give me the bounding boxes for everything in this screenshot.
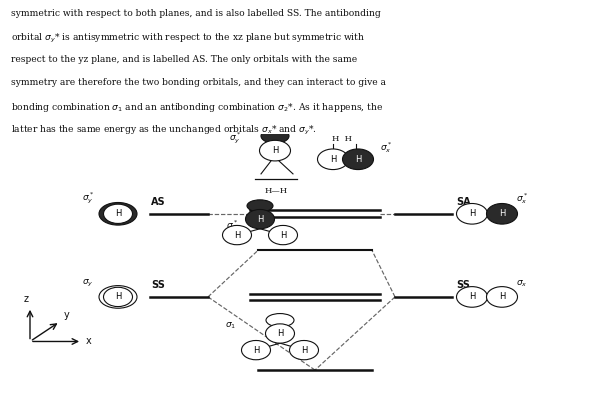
Circle shape (241, 340, 271, 360)
Circle shape (457, 204, 487, 224)
Ellipse shape (99, 286, 137, 308)
Text: $\sigma_y$: $\sigma_y$ (82, 278, 94, 289)
Text: $\sigma_y^*$: $\sigma_y^*$ (229, 131, 241, 146)
Ellipse shape (266, 314, 294, 327)
Text: H: H (469, 292, 475, 302)
Text: AS: AS (151, 197, 166, 207)
Text: H: H (277, 329, 283, 338)
Circle shape (245, 210, 275, 229)
Circle shape (269, 226, 298, 245)
Text: SA: SA (456, 197, 470, 207)
Text: H: H (257, 215, 263, 224)
Circle shape (487, 287, 517, 307)
Ellipse shape (261, 129, 289, 143)
Circle shape (290, 340, 319, 360)
Circle shape (487, 204, 517, 224)
Text: H: H (234, 230, 240, 240)
Text: respect to the yz plane, and is labelled AS. The only orbitals with the same: respect to the yz plane, and is labelled… (11, 55, 357, 64)
Text: $\sigma_y^*$: $\sigma_y^*$ (82, 190, 94, 206)
Text: latter has the same energy as the unchanged orbitals $\sigma_x$* and $\sigma_y$*: latter has the same energy as the unchan… (11, 124, 317, 137)
Text: H: H (499, 209, 505, 218)
Text: $\sigma_2^*$: $\sigma_2^*$ (226, 218, 238, 233)
Text: H: H (469, 209, 475, 218)
Text: $\sigma_x^*$: $\sigma_x^*$ (380, 140, 392, 155)
Text: orbital $\sigma_y$* is antisymmetric with respect to the xz plane but symmetric : orbital $\sigma_y$* is antisymmetric wit… (11, 32, 365, 45)
Text: $\sigma_1$: $\sigma_1$ (225, 320, 236, 331)
Ellipse shape (247, 200, 273, 212)
Text: z: z (23, 294, 29, 304)
Text: $\sigma_x^*$: $\sigma_x^*$ (516, 191, 528, 206)
Circle shape (343, 149, 373, 170)
Ellipse shape (99, 202, 137, 225)
Text: H—H: H—H (265, 187, 287, 195)
Text: symmetry are therefore the two bonding orbitals, and they can interact to give a: symmetry are therefore the two bonding o… (11, 78, 386, 87)
Text: SS: SS (151, 280, 165, 290)
Circle shape (104, 204, 133, 224)
Text: SS: SS (456, 280, 470, 290)
Circle shape (317, 149, 349, 170)
Text: H: H (355, 155, 361, 164)
Circle shape (265, 324, 295, 343)
Text: symmetric with respect to both planes, and is also labelled SS. The antibonding: symmetric with respect to both planes, a… (11, 9, 380, 18)
Text: bonding combination $\sigma_1$ and an antibonding combination $\sigma_2$*. As it: bonding combination $\sigma_1$ and an an… (11, 101, 383, 114)
Text: H: H (115, 292, 121, 302)
Text: y: y (64, 310, 70, 320)
Text: $\sigma_x$: $\sigma_x$ (516, 278, 528, 289)
Circle shape (104, 287, 133, 306)
Text: x: x (86, 336, 92, 346)
Text: H: H (280, 230, 286, 240)
Text: H: H (272, 146, 278, 155)
Text: H: H (253, 346, 259, 355)
Circle shape (260, 140, 290, 161)
Circle shape (457, 287, 487, 307)
Text: H: H (330, 155, 336, 164)
Text: H: H (499, 292, 505, 302)
Circle shape (223, 226, 251, 245)
Text: H  H: H H (332, 135, 352, 143)
Text: H: H (301, 346, 307, 355)
Text: H: H (115, 209, 121, 218)
